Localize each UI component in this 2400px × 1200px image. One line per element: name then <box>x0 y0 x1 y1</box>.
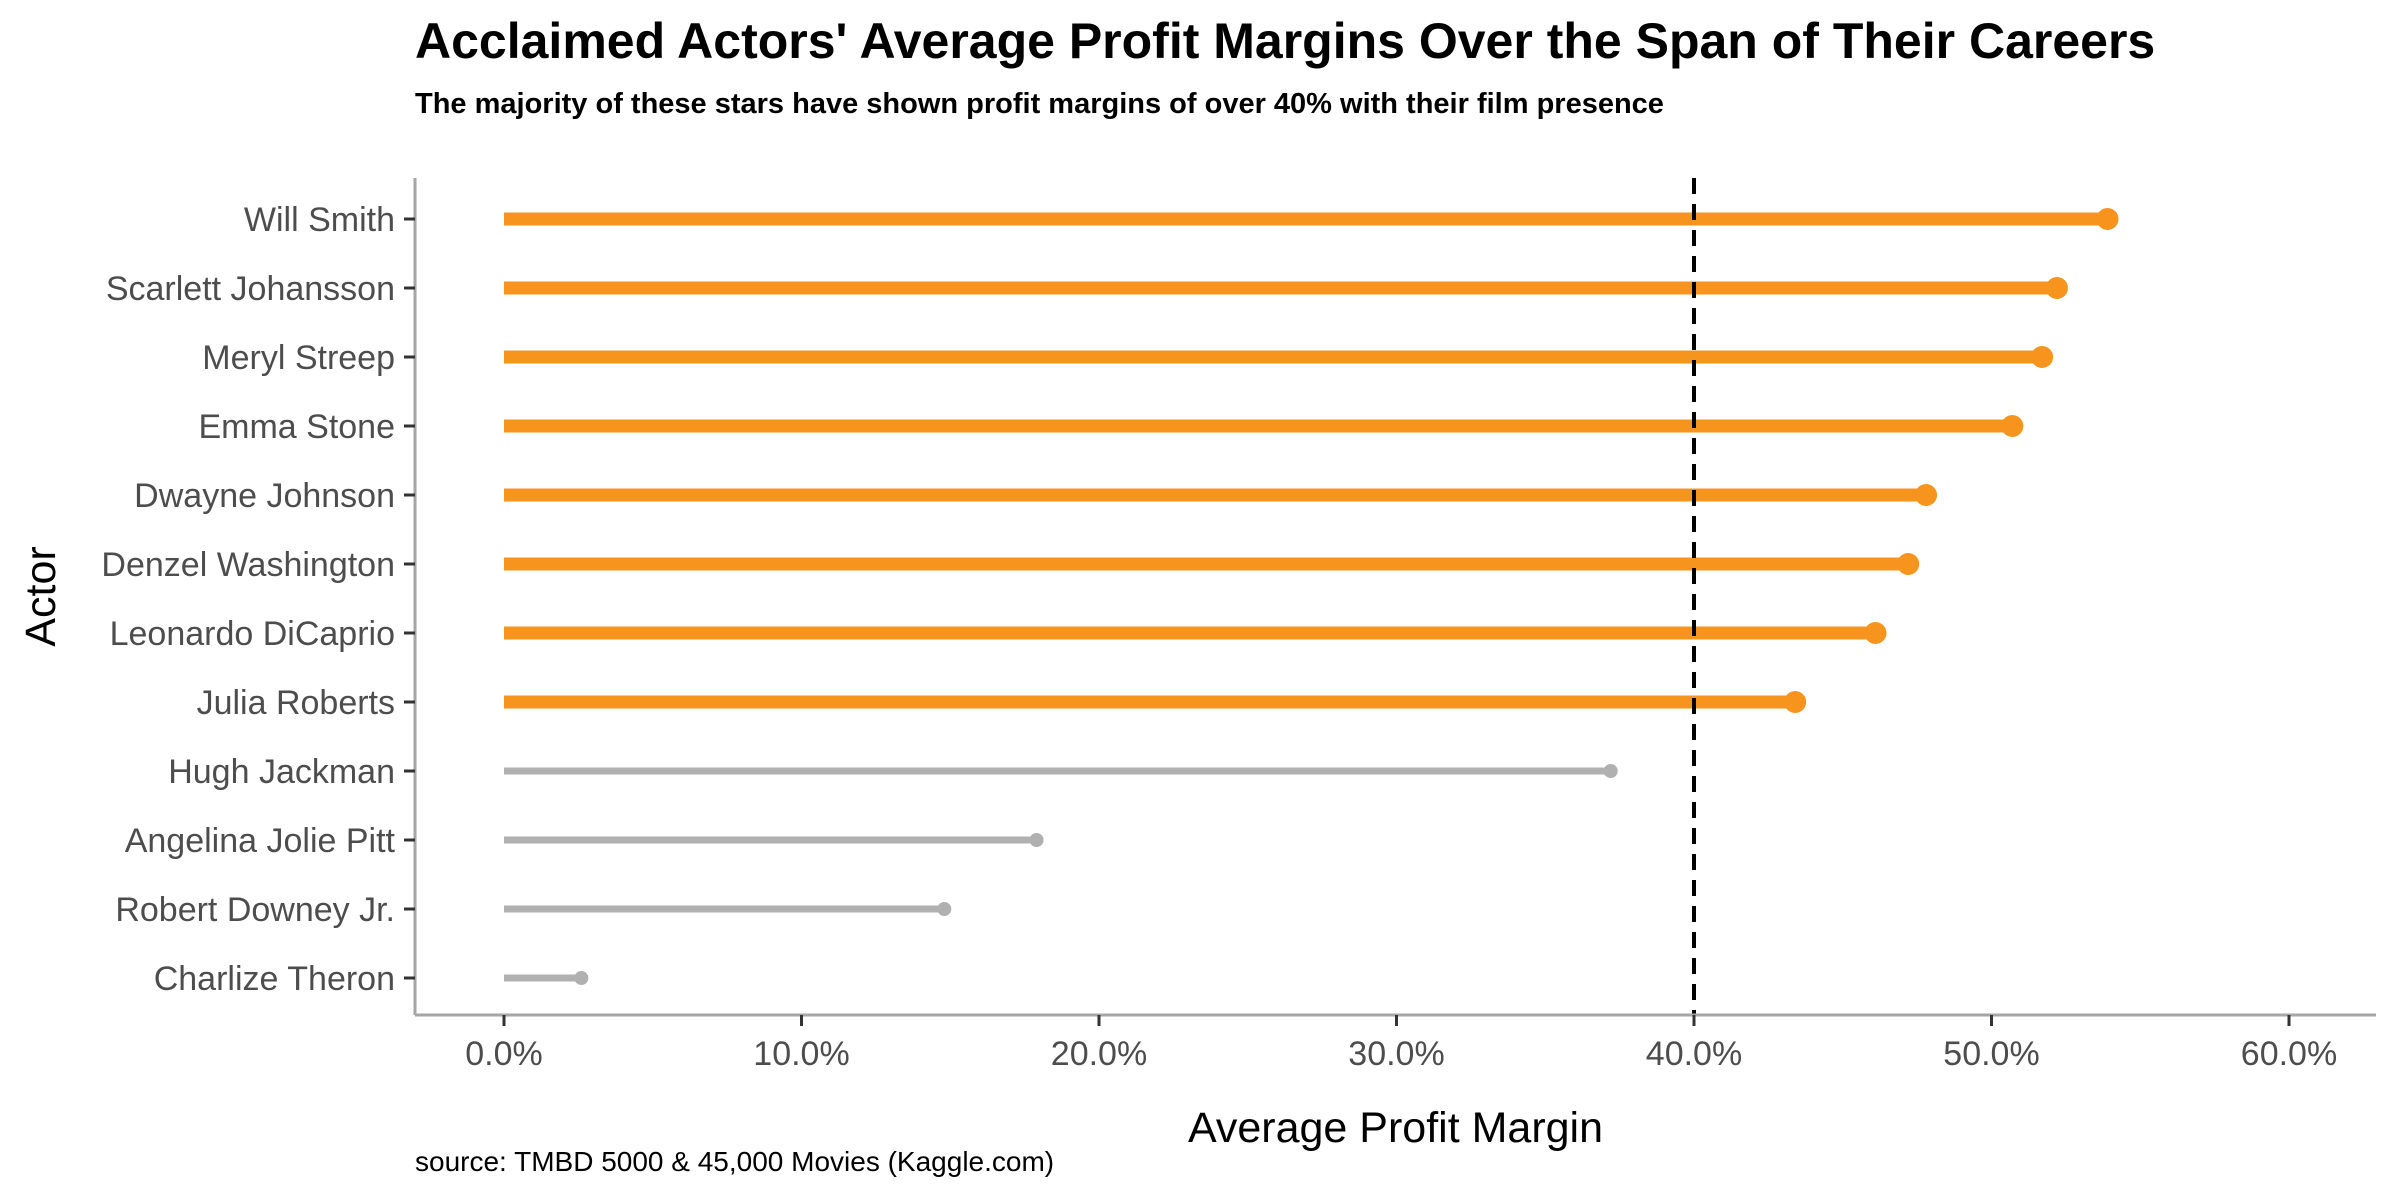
point-1 <box>2045 277 2068 299</box>
point-10 <box>937 902 952 916</box>
point-2 <box>2031 346 2054 368</box>
y-tick-label-4: Dwayne Johnson <box>134 477 395 515</box>
point-7 <box>1784 691 1807 713</box>
y-tick-label-9: Angelina Jolie Pitt <box>125 822 396 860</box>
y-tick-label-3: Emma Stone <box>198 408 395 446</box>
y-tick-label-11: Charlize Theron <box>154 960 395 998</box>
point-9 <box>1029 833 1044 847</box>
x-tick-label-3: 30.0% <box>1348 1035 1444 1073</box>
point-6 <box>1864 622 1887 644</box>
point-11 <box>574 971 589 985</box>
point-8 <box>1603 764 1618 778</box>
stems-group <box>504 212 2108 982</box>
y-tick-label-2: Meryl Streep <box>202 339 395 377</box>
axes-group <box>404 178 2376 1026</box>
y-tick-label-7: Julia Roberts <box>197 684 395 722</box>
y-tick-label-10: Robert Downey Jr. <box>115 891 395 929</box>
x-tick-label-1: 10.0% <box>753 1035 849 1073</box>
x-tick-label-2: 20.0% <box>1051 1035 1147 1073</box>
chart-title: Acclaimed Actors' Average Profit Margins… <box>415 13 2156 69</box>
point-5 <box>1897 553 1920 575</box>
y-tick-label-6: Leonardo DiCaprio <box>110 615 395 653</box>
x-tick-label-4: 40.0% <box>1646 1035 1742 1073</box>
point-4 <box>1915 484 1938 506</box>
chart-caption: source: TMBD 5000 & 45,000 Movies (Kaggl… <box>415 1146 1055 1177</box>
chart-subtitle: The majority of these stars have shown p… <box>415 88 1664 120</box>
y-axis-title: Actor <box>17 546 65 646</box>
x-tick-label-5: 50.0% <box>1943 1035 2039 1073</box>
y-tick-label-8: Hugh Jackman <box>168 753 395 791</box>
y-tick-label-5: Denzel Washington <box>101 546 395 584</box>
points-group <box>574 208 2119 985</box>
point-0 <box>2096 208 2119 230</box>
labels-group: Will Smith Scarlett Johansson Meryl Streep… <box>17 201 2337 1152</box>
x-axis-title: Average Profit Margin <box>1188 1104 1603 1152</box>
x-tick-label-0: 0.0% <box>465 1035 543 1073</box>
y-tick-label-1: Scarlett Johansson <box>106 270 395 308</box>
y-tick-label-0: Will Smith <box>244 201 395 239</box>
point-3 <box>2001 415 2024 437</box>
x-tick-label-6: 60.0% <box>2241 1035 2337 1073</box>
